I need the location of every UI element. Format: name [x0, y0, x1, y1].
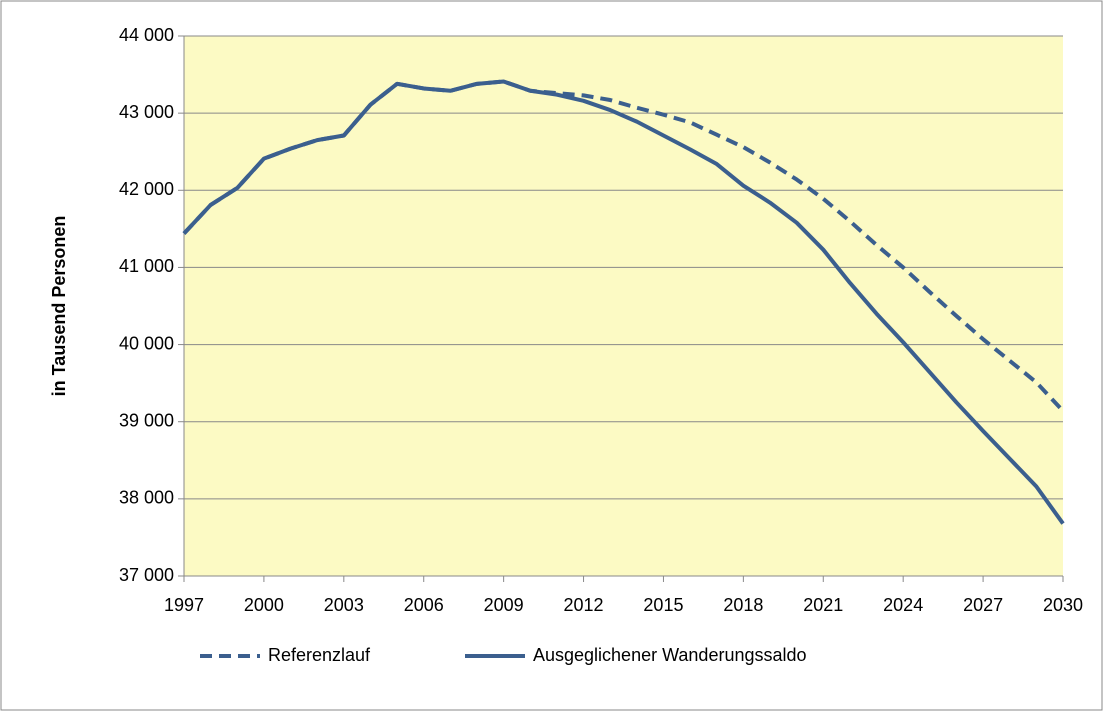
y-tick-label: 38 000	[119, 488, 174, 508]
y-tick-label: 37 000	[119, 565, 174, 585]
legend-label: Ausgeglichener Wanderungssaldo	[533, 645, 807, 665]
x-tick-label: 2027	[963, 595, 1003, 615]
x-tick-label: 2009	[484, 595, 524, 615]
legend-label: Referenzlauf	[268, 645, 371, 665]
y-tick-label: 44 000	[119, 25, 174, 45]
y-tick-label: 42 000	[119, 179, 174, 199]
y-tick-label: 41 000	[119, 256, 174, 276]
x-tick-label: 1997	[164, 595, 204, 615]
x-tick-label: 2003	[324, 595, 364, 615]
x-tick-label: 2000	[244, 595, 284, 615]
x-tick-label: 2018	[723, 595, 763, 615]
x-tick-label: 2021	[803, 595, 843, 615]
y-axis-label: in Tausend Personen	[49, 216, 69, 397]
series-line	[182, 79, 1065, 525]
x-tick-label: 2015	[643, 595, 683, 615]
x-tick-label: 2024	[883, 595, 923, 615]
plot-area	[184, 36, 1063, 576]
y-tick-label: 39 000	[119, 410, 174, 430]
x-tick-label: 2006	[404, 595, 444, 615]
x-tick-label: 2030	[1043, 595, 1083, 615]
x-tick-label: 2012	[564, 595, 604, 615]
y-tick-label: 43 000	[119, 102, 174, 122]
y-tick-label: 40 000	[119, 333, 174, 353]
